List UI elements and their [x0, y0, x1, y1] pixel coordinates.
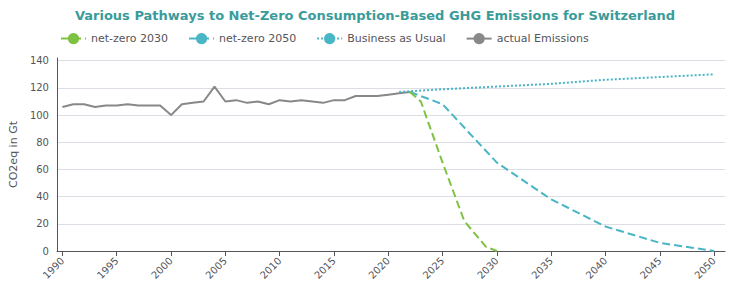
svg-text:actual Emissions: actual Emissions: [497, 32, 589, 45]
svg-text:140: 140: [30, 55, 49, 66]
svg-text:CO2eq in Gt: CO2eq in Gt: [7, 120, 20, 188]
svg-text:Various Pathways to Net-Zero C: Various Pathways to Net-Zero Consumption…: [75, 8, 675, 23]
svg-text:100: 100: [30, 110, 49, 121]
svg-text:80: 80: [36, 137, 49, 148]
svg-text:2000: 2000: [149, 255, 175, 281]
svg-text:60: 60: [36, 164, 49, 175]
svg-text:1990: 1990: [41, 255, 67, 281]
svg-text:Business as Usual: Business as Usual: [347, 32, 446, 45]
svg-text:120: 120: [30, 82, 49, 93]
svg-text:20: 20: [36, 218, 49, 229]
svg-text:2030: 2030: [475, 255, 501, 281]
svg-text:2015: 2015: [312, 255, 338, 281]
svg-text:0: 0: [43, 246, 49, 257]
svg-text:net-zero 2030: net-zero 2030: [91, 32, 168, 45]
svg-text:2040: 2040: [584, 255, 610, 281]
svg-text:2050: 2050: [692, 255, 718, 281]
svg-text:2025: 2025: [421, 255, 447, 281]
svg-text:2020: 2020: [366, 255, 392, 281]
svg-text:2010: 2010: [258, 255, 284, 281]
svg-text:2005: 2005: [203, 255, 229, 281]
svg-text:1995: 1995: [95, 255, 121, 281]
svg-text:net-zero 2050: net-zero 2050: [219, 32, 296, 45]
svg-text:2035: 2035: [529, 255, 555, 281]
svg-text:40: 40: [36, 191, 49, 202]
svg-text:2045: 2045: [638, 255, 664, 281]
